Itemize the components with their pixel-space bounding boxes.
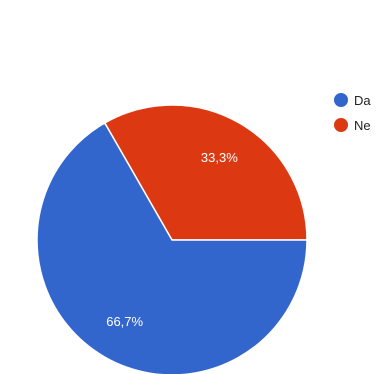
pie-slice-labels: 33,3% 66,7%	[106, 150, 238, 329]
slice-label-da: 66,7%	[106, 314, 143, 329]
pie-slices	[36, 104, 308, 374]
legend: Da Ne	[334, 93, 371, 133]
legend-label-da: Da	[354, 93, 371, 108]
legend-label-ne: Ne	[354, 118, 371, 133]
legend-marker-ne	[334, 118, 348, 132]
legend-marker-da	[334, 93, 348, 107]
pie-slice-ne	[103, 104, 308, 241]
pie-slice-da	[36, 121, 308, 374]
slice-label-ne: 33,3%	[201, 150, 238, 165]
